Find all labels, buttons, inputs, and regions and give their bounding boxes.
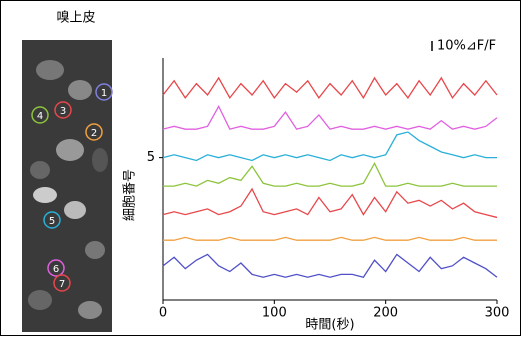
x-axis-label: 時間(秒) [305,318,354,333]
image-title: 嗅上皮 [56,11,95,26]
x-tick-label: 100 [262,306,287,321]
cell-label: 6 [53,264,59,275]
cell-label: 7 [59,279,65,290]
scale-bar-label: 10%⊿F/F [437,39,496,54]
cell-label: 1 [101,88,107,99]
y-tick-label: 5 [147,150,155,165]
x-tick-label: 200 [373,306,398,321]
x-tick-label: 0 [159,306,167,321]
cell-label: 2 [91,128,97,139]
cell-label: 5 [49,216,55,227]
y-axis-label: 細胞番号 [123,169,138,221]
cell-label: 4 [37,111,43,122]
figure: 嗅上皮 1 2 3 4 5 67 10%⊿F/F 時間(秒) 細胞番号 0 100 200 30… [0,0,521,336]
x-tick-label: 300 [485,306,510,321]
micrograph [22,40,112,332]
cell-label: 3 [60,106,66,117]
